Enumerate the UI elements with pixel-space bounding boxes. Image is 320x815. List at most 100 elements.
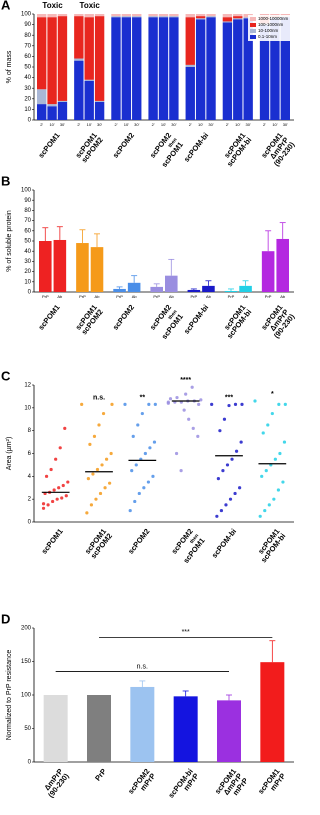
group-label-line: scPOM1 [36,303,61,332]
y-tick-label: 90 [24,22,31,28]
x-tick-label: Ab [169,294,175,299]
data-point [270,411,274,416]
data-point [41,506,46,510]
x-tick-label: Ab [280,294,286,299]
data-point [190,385,194,389]
panel-letter: B [1,173,10,188]
data-point [216,477,220,481]
y-tick-label: 100 [21,188,32,194]
bar-segment [169,17,179,120]
bar [130,686,155,762]
bar-segment [57,16,68,101]
x-tick-label: 10' [272,122,277,127]
y-tick-label: 0 [28,290,32,296]
data-point [227,403,231,408]
bar [76,243,89,292]
x-tick-label: PrP [42,294,49,299]
bar-segment [84,14,94,18]
bar-segment [47,104,57,107]
legend-label: 1000-10000nm [258,16,289,21]
group-label: scPOM-bi [182,303,210,336]
data-point [238,486,242,490]
data-point [191,426,195,430]
x-tick-label: 10' [49,122,54,127]
bar-segment [222,14,233,18]
y-tick-label: 70 [24,43,31,49]
y-tick-label: 150 [21,659,32,665]
y-tick-label: 80 [24,33,31,39]
bar [165,275,178,292]
bar-segment [37,17,47,90]
group-label-line: scPOM1 [36,131,61,160]
bar-segment [148,16,158,18]
data-point [215,514,219,518]
group-label-line: scPOM2 [111,131,136,160]
group-label: ΔmPrP(90-230) [42,767,71,800]
data-point [52,488,56,492]
group-label: scPOM-bi [182,131,210,164]
bar-segment [47,17,57,105]
data-point [267,503,271,507]
x-tick-label: PrP [191,294,198,299]
bar-segment [185,67,195,120]
y-tick-label: 0 [28,118,32,124]
y-tick-label: 10 [24,107,31,113]
y-tick-label: 30 [24,259,31,265]
data-point [151,474,155,478]
y-tick-label: 12 [24,383,31,389]
data-point [230,457,234,461]
group-label: PrP [93,767,108,783]
data-point [58,446,62,450]
x-tick-label: PrP [116,294,123,299]
bar-segment [206,14,216,17]
data-point [54,457,58,461]
bar [276,238,289,292]
data-point [219,508,224,513]
y-axis-label: % of soluble protein [6,210,13,272]
bar-segment [195,14,206,17]
y-axis-label: Normalized to PrP resistance [6,650,13,741]
data-point [210,402,214,407]
data-point [130,469,134,473]
bar [150,286,163,292]
data-point [89,503,94,507]
group-label-line: then [167,137,178,149]
y-tick-label: 20 [24,269,31,275]
data-point [97,423,101,427]
data-point [222,417,227,421]
bar-segment [158,14,169,17]
data-point [146,480,150,484]
group-label-line: scPOM-bi [210,527,238,560]
bar-segment [222,17,233,22]
data-point [166,400,170,404]
data-point [221,469,225,473]
bar-segment [158,16,169,18]
data-point [85,511,89,515]
x-tick-label: Ab [57,294,63,299]
bar-segment [259,24,270,121]
significance-label: ** [140,394,146,401]
bar-segment [148,14,158,17]
bar [261,251,275,292]
data-point [218,429,222,433]
panel-letter: D [1,611,10,626]
bar [127,282,141,292]
data-point [100,463,104,467]
data-point [277,402,281,407]
data-point [281,480,285,484]
x-tick-label: 10' [87,122,92,127]
x-tick-label: PrP [153,294,160,299]
x-tick-label: Ab [132,294,138,299]
group-label: scPOM2 [111,131,136,160]
data-point [168,397,173,401]
group-label-line: scPOM2 [111,303,136,332]
bar-segment [111,17,121,120]
panel-letter: C [1,368,11,383]
